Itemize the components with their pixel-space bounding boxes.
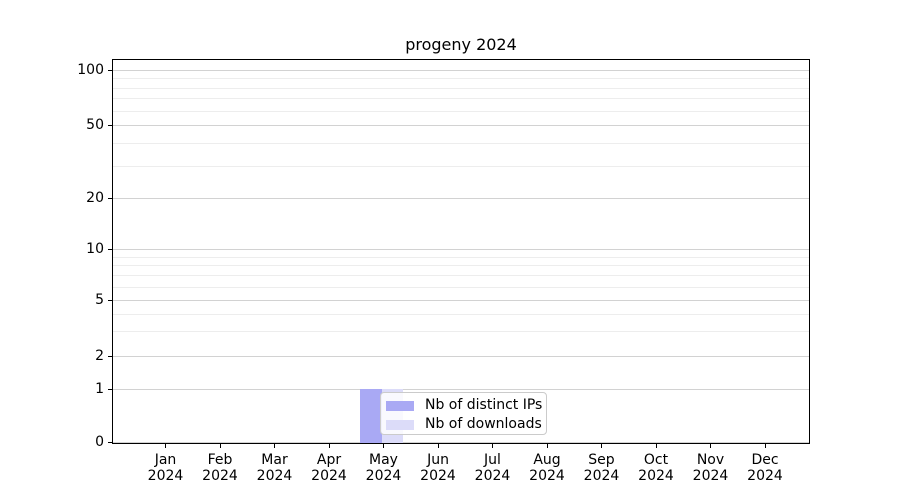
y-tick-mark (108, 300, 112, 301)
x-tick-label: Aug 2024 (512, 452, 582, 484)
x-tick-label-month: Nov (696, 452, 725, 468)
x-tick-label-year: 2024 (747, 467, 783, 484)
minor-gridline (112, 111, 810, 112)
x-tick-label: Jun 2024 (403, 452, 473, 484)
minor-gridline (112, 98, 810, 99)
minor-gridline (112, 143, 810, 144)
y-tick-mark (108, 356, 112, 357)
x-tick-mark (655, 444, 657, 448)
y-tick-label: 2 (95, 348, 104, 364)
minor-gridline (112, 88, 810, 89)
minor-gridline (112, 265, 810, 266)
legend-color-patch (386, 400, 414, 411)
y-tick-mark (108, 198, 112, 199)
y-tick-label: 0 (95, 434, 104, 450)
y-tick-mark (108, 389, 112, 390)
legend-item: Nb of downloads (386, 415, 542, 434)
x-tick-mark (546, 444, 548, 448)
x-tick-mark (492, 444, 493, 448)
x-tick-label: Jul 2024 (458, 452, 528, 484)
x-tick-label-year: 2024 (583, 467, 620, 484)
major-gridline (112, 198, 810, 199)
x-tick-label-month: Mar (261, 452, 288, 468)
y-tick-label: 5 (95, 292, 104, 308)
y-tick-label: 50 (86, 117, 104, 133)
x-tick-label: Oct 2024 (621, 452, 691, 484)
x-tick-label: Mar 2024 (240, 452, 310, 484)
minor-gridline (112, 275, 810, 276)
major-gridline (112, 70, 810, 71)
x-tick-label: Jan 2024 (131, 452, 201, 484)
x-tick-mark (383, 444, 384, 448)
legend-item-label: Nb of downloads (425, 416, 542, 432)
y-tick-mark (108, 125, 112, 126)
y-tick-mark (108, 70, 112, 71)
x-tick-label-month: Feb (207, 452, 233, 468)
x-tick-mark (710, 444, 711, 448)
x-tick-label-month: Jan (154, 452, 177, 468)
x-tick-label-month: Jun (427, 452, 449, 468)
x-tick-mark (274, 444, 275, 448)
x-tick-label-year: 2024 (202, 467, 238, 484)
major-gridline (112, 249, 810, 250)
x-tick-label-year: 2024 (420, 467, 456, 484)
minor-gridline (112, 257, 810, 258)
x-tick-label-year: 2024 (692, 467, 729, 484)
major-gridline (112, 442, 810, 443)
x-tick-label-year: 2024 (638, 467, 674, 484)
x-tick-mark (437, 444, 439, 448)
x-tick-label-month: Sep (588, 452, 615, 468)
x-tick-label: Sep 2024 (567, 452, 637, 484)
legend: Nb of distinct IPs Nb of downloads (380, 392, 547, 435)
major-gridline (112, 356, 810, 357)
x-tick-label-month: Oct (643, 452, 669, 468)
x-tick-mark (219, 444, 221, 448)
x-tick-mark (601, 444, 602, 448)
x-tick-label-month: Jul (484, 452, 501, 468)
y-tick-mark (108, 442, 112, 443)
chart-title: progeny 2024 (405, 35, 517, 54)
y-tick-label: 10 (86, 241, 104, 257)
x-tick-label-year: 2024 (529, 467, 565, 484)
minor-gridline (112, 78, 810, 79)
x-tick-mark (165, 444, 166, 448)
legend-color-patch (386, 419, 414, 430)
x-tick-label: Apr 2024 (294, 452, 364, 484)
x-tick-label-month: May (369, 452, 398, 468)
x-tick-label-year: 2024 (365, 467, 402, 484)
x-tick-label: Dec 2024 (730, 452, 800, 484)
minor-gridline (112, 314, 810, 315)
x-tick-label-year: 2024 (311, 467, 347, 484)
legend-item: Nb of distinct IPs (386, 396, 542, 415)
y-tick-mark (108, 249, 112, 250)
major-gridline (112, 389, 810, 390)
major-gridline (112, 125, 810, 126)
x-tick-label-year: 2024 (474, 467, 511, 484)
minor-gridline (112, 166, 810, 167)
x-tick-label: May 2024 (349, 452, 419, 484)
bar-distinct-ips (360, 389, 382, 443)
x-tick-label: Nov 2024 (676, 452, 746, 484)
plot-area-border (112, 59, 810, 444)
x-tick-label-month: Aug (533, 452, 561, 468)
legend-item-label: Nb of distinct IPs (425, 397, 543, 413)
x-tick-mark (328, 444, 330, 448)
x-tick-label-month: Apr (316, 452, 342, 468)
x-tick-mark (764, 444, 766, 448)
y-tick-label: 20 (86, 190, 104, 206)
x-tick-label-month: Dec (751, 452, 779, 468)
x-tick-label: Feb 2024 (185, 452, 255, 484)
minor-gridline (112, 287, 810, 288)
major-gridline (112, 300, 810, 301)
x-tick-label-year: 2024 (256, 467, 293, 484)
x-tick-label-year: 2024 (147, 467, 184, 484)
y-tick-label: 100 (77, 62, 104, 78)
y-tick-label: 1 (95, 381, 104, 397)
minor-gridline (112, 331, 810, 332)
